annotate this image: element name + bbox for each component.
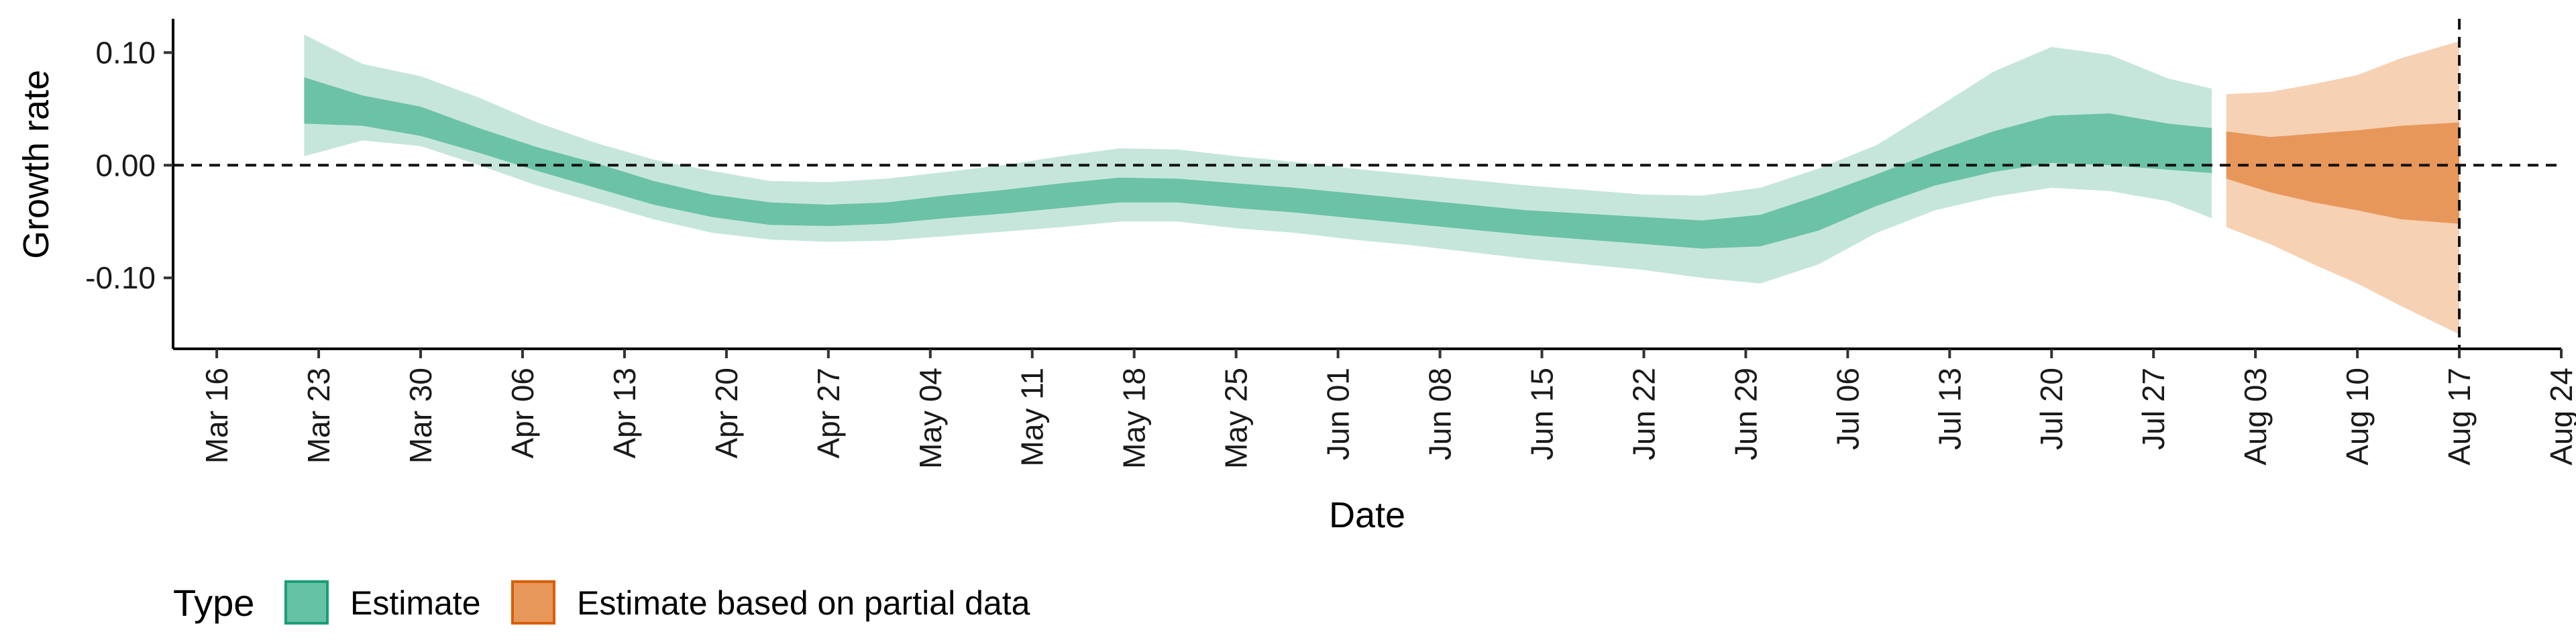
- x-tick-label: Aug 17: [2442, 368, 2477, 466]
- x-tick-label: Aug 24: [2544, 368, 2576, 466]
- axes-layer: 0.10 0.00 -0.10 Mar 16 Mar 23 Mar 30 Apr 06 Apr…: [85, 19, 2576, 469]
- x-tick-label: Mar 23: [301, 368, 336, 464]
- x-tick-label: Aug 03: [2238, 368, 2273, 466]
- x-axis-title: Date: [1329, 495, 1405, 535]
- x-tick-label: Apr 27: [811, 368, 846, 459]
- x-tick-label: Mar 16: [199, 368, 234, 464]
- legend-swatch-estimate: [284, 580, 329, 625]
- x-tick-label: Jul 27: [2136, 368, 2171, 450]
- x-tick-label: Jun 29: [1728, 368, 1763, 460]
- y-axis-title: Growth rate: [16, 70, 56, 259]
- legend-title: Type: [173, 582, 254, 624]
- x-tick-label: Apr 13: [607, 368, 642, 459]
- x-tick-label: Jul 06: [1830, 368, 1865, 450]
- x-tick-label: Jun 08: [1423, 368, 1458, 460]
- x-tick-label: Apr 06: [505, 368, 540, 459]
- x-tick-label: Jun 22: [1626, 368, 1661, 460]
- ribbon-inner-partial: [2226, 122, 2459, 224]
- x-tick-label: May 04: [913, 368, 948, 469]
- legend-swatch-partial: [511, 580, 555, 625]
- x-tick-label: Aug 10: [2340, 368, 2375, 466]
- ribbon-layer: [304, 34, 2459, 335]
- x-tick-label: Apr 20: [709, 368, 744, 459]
- x-tick-label: Jul 20: [2034, 368, 2069, 450]
- y-tick-label: -0.10: [85, 260, 156, 295]
- y-tick-label: 0.10: [95, 35, 156, 70]
- x-tick-label: May 25: [1219, 368, 1254, 469]
- x-tick-label: Jun 15: [1525, 368, 1560, 460]
- ribbon-inner-estimate: [304, 77, 2212, 249]
- x-tick-label: May 11: [1015, 368, 1050, 466]
- x-tick-label: Jun 01: [1321, 368, 1356, 460]
- x-tick-label: May 18: [1117, 368, 1152, 469]
- x-tick-label: Mar 30: [403, 368, 438, 464]
- y-tick-label: 0.00: [95, 148, 156, 182]
- legend-label-partial: Estimate based on partial data: [577, 584, 1030, 622]
- reference-line-layer: [173, 19, 2561, 349]
- x-tick-label: Jul 13: [1932, 368, 1967, 450]
- legend-label-estimate: Estimate: [350, 584, 481, 622]
- legend: Type Estimate Estimate based on partial …: [173, 580, 1030, 625]
